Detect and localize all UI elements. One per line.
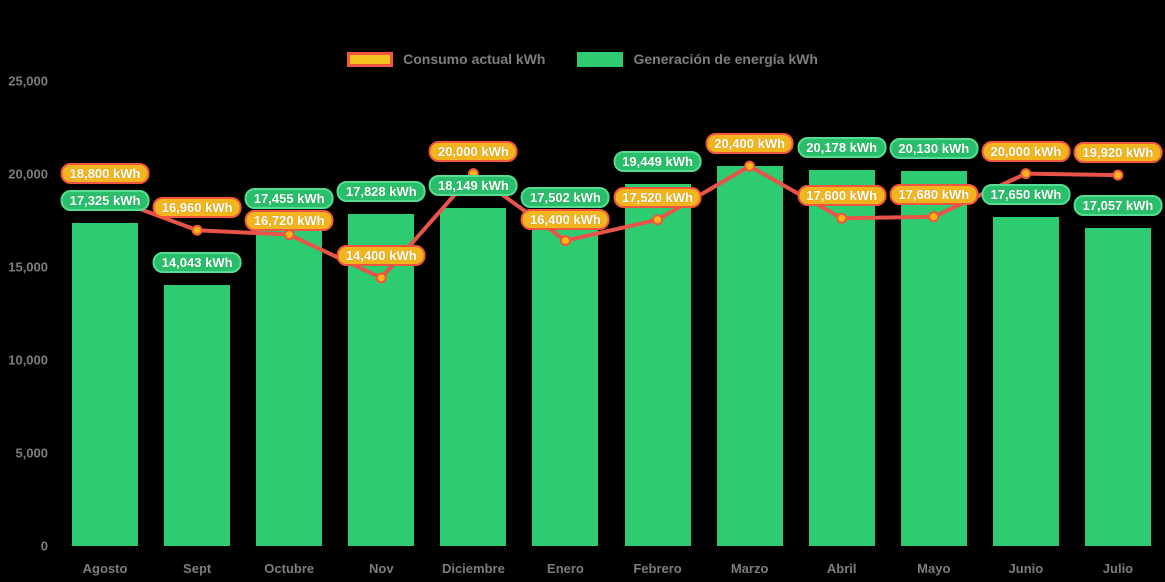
generation-label-agosto: 17,325 kWh <box>60 190 150 212</box>
line-point-abril[interactable] <box>836 212 848 224</box>
generation-label-diciembre: 18,149 kWh <box>428 175 518 197</box>
consumption-label-julio: 19,920 kWh <box>1073 142 1163 164</box>
consumo-swatch-icon <box>347 51 394 67</box>
consumption-line <box>104 164 1118 280</box>
bar-julio[interactable] <box>1084 228 1151 546</box>
y-axis-tick-label: 10,000 <box>8 352 48 368</box>
consumption-label-marzo: 20,400 kWh <box>705 133 795 155</box>
bar-febrero[interactable] <box>624 183 691 546</box>
line-point-julio[interactable] <box>1112 169 1124 181</box>
x-axis-label-octubre: Octubre <box>264 561 315 576</box>
x-axis-label-marzo: Marzo <box>730 561 769 576</box>
generation-label-sept: 14,043 kWh <box>152 251 242 273</box>
bar-enero[interactable] <box>532 220 599 546</box>
line-point-enero[interactable] <box>559 235 571 247</box>
line-point-nov[interactable] <box>375 272 387 284</box>
x-axis-label-febrero: Febrero <box>633 561 682 576</box>
chart-legend: Consumo actual kWh Generación de energía… <box>0 51 1165 67</box>
y-axis-tick-label: 5,000 <box>15 445 48 461</box>
consumption-label-diciembre: 20,000 kWh <box>428 140 518 162</box>
legend-item-consumo[interactable]: Consumo actual kWh <box>347 51 545 67</box>
line-point-mayo[interactable] <box>928 211 940 223</box>
y-axis-tick-label: 0 <box>40 538 48 554</box>
bar-sept[interactable] <box>164 284 231 546</box>
consumption-label-agosto: 18,800 kWh <box>60 162 150 184</box>
consumption-label-febrero: 17,520 kWh <box>613 186 702 208</box>
consumption-label-mayo: 17,680 kWh <box>889 183 979 205</box>
x-axis-label-abril: Abril <box>826 561 857 576</box>
line-point-febrero[interactable] <box>652 214 664 226</box>
consumption-label-junio: 20,000 kWh <box>981 140 1071 162</box>
generation-label-octubre: 17,455 kWh <box>244 187 334 209</box>
consumption-label-octubre: 16,720 kWh <box>244 209 334 231</box>
legend-label-consumo: Consumo actual kWh <box>403 51 546 67</box>
y-axis-tick-label: 15,000 <box>8 259 48 275</box>
x-axis-label-nov: Nov <box>369 561 394 576</box>
generation-label-abril: 20,178 kWh <box>797 137 887 159</box>
bar-diciembre[interactable] <box>440 208 507 546</box>
generation-label-junio: 17,650 kWh <box>981 184 1071 206</box>
x-axis-label-mayo: Mayo <box>917 561 951 576</box>
consumption-label-sept: 16,960 kWh <box>152 197 242 219</box>
x-axis-label-julio: Julio <box>1102 561 1134 576</box>
line-point-junio[interactable] <box>1020 168 1032 180</box>
y-axis-tick-label: 25,000 <box>8 73 48 88</box>
generation-label-nov: 17,828 kWh <box>336 181 426 203</box>
line-point-octubre[interactable] <box>283 229 295 241</box>
bar-octubre[interactable] <box>256 220 323 546</box>
generation-label-febrero: 19,449 kWh <box>613 150 702 172</box>
bar-junio[interactable] <box>992 217 1059 546</box>
generacion-swatch-icon <box>577 51 624 67</box>
x-axis-label-junio: Junio <box>1008 561 1044 576</box>
y-axis-tick-label: 20,000 <box>8 166 48 182</box>
line-point-marzo[interactable] <box>744 160 756 172</box>
generation-label-mayo: 20,130 kWh <box>889 138 979 160</box>
consumption-label-enero: 16,400 kWh <box>521 209 610 231</box>
bar-agosto[interactable] <box>72 223 139 546</box>
x-axis-label-enero: Enero <box>547 561 584 576</box>
generation-label-enero: 17,502 kWh <box>521 187 610 209</box>
consumption-label-abril: 17,600 kWh <box>797 185 887 207</box>
bar-marzo[interactable] <box>716 166 783 546</box>
consumption-label-nov: 14,400 kWh <box>336 244 426 266</box>
x-axis-label-sept: Sept <box>183 561 212 576</box>
x-axis-label-agosto: Agosto <box>82 561 128 576</box>
legend-label-generacion: Generación de energía kWh <box>633 51 818 67</box>
legend-item-generacion[interactable]: Generación de energía kWh <box>577 51 818 67</box>
line-point-sept[interactable] <box>191 224 203 236</box>
bar-abril[interactable] <box>808 170 875 546</box>
x-axis-label-diciembre: Diciembre <box>441 561 505 576</box>
bar-mayo[interactable] <box>900 171 967 546</box>
generation-label-julio: 17,057 kWh <box>1073 195 1163 217</box>
